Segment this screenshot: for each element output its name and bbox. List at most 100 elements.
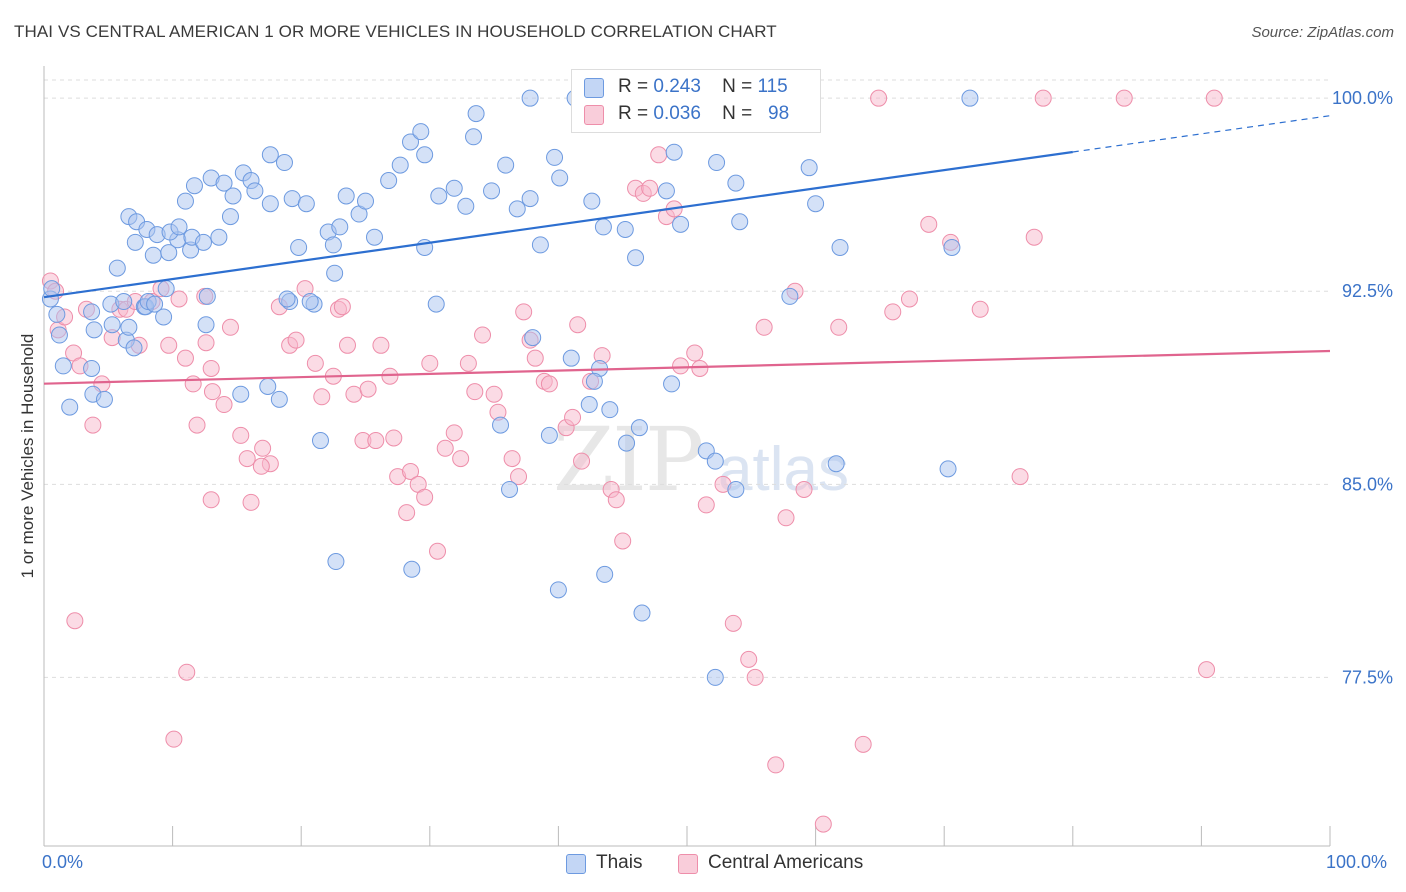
thai-point [324, 236, 342, 254]
thai-point [337, 187, 355, 205]
thai-point [197, 316, 215, 334]
thai-point [120, 318, 138, 336]
central-american-point [814, 815, 832, 833]
thai-point [601, 401, 619, 419]
central-american-point [287, 331, 305, 349]
series-legend: Thais Central Americans [0, 852, 1406, 878]
thai-point [297, 195, 315, 213]
y-tick-labels: 77.5% 85.0% 92.5% 100.0% [1332, 88, 1393, 687]
y-tick-label: 100.0% [1332, 88, 1393, 108]
axes [43, 66, 1331, 847]
central-american-point [920, 215, 938, 233]
central-american-point [1025, 228, 1043, 246]
thai-trend-line [43, 150, 1073, 299]
central-american-point [641, 179, 659, 197]
central-american-point [1198, 661, 1216, 679]
central-american-point [767, 756, 785, 774]
thai-point [708, 154, 726, 172]
central-american-point [232, 426, 250, 444]
central-american-point [1115, 89, 1133, 107]
source-credit: Source: ZipAtlas.com [1251, 24, 1394, 41]
thai-point [580, 396, 598, 414]
y-axis-label: 1 or more Vehicles in Household [18, 333, 37, 579]
central-american-points [41, 89, 1223, 833]
thai-point [391, 156, 409, 174]
central-american-point [197, 334, 215, 352]
central-american-point [459, 354, 477, 372]
thai-point [261, 195, 279, 213]
thai-point [331, 218, 349, 236]
x-tick-label-min: 0.0% [42, 852, 84, 872]
thai-point [731, 213, 749, 231]
thai-point [232, 385, 250, 403]
legend-swatch-thais [566, 854, 586, 874]
thai-point [483, 182, 501, 200]
thai-point [115, 293, 133, 311]
correlation-legend: R = 0.243 N = 115 R = 0.036 N = 98 [571, 69, 821, 133]
thai-point [430, 187, 448, 205]
thai-point [596, 565, 614, 583]
x-tick-label-max: 100.0% [1326, 852, 1388, 872]
central-american-point [564, 408, 582, 426]
central-american-point [178, 663, 196, 681]
central-american-point [306, 354, 324, 372]
thai-point [210, 228, 228, 246]
thai-point [627, 249, 645, 267]
thai-point [943, 238, 961, 256]
central-american-point [359, 380, 377, 398]
central-american-point [854, 735, 872, 753]
central-american-point [345, 385, 363, 403]
thai-point [427, 295, 445, 313]
r-label: R = [618, 76, 649, 97]
thai-point [157, 280, 175, 298]
central-american-point [398, 504, 416, 522]
central-american-point [84, 416, 102, 434]
thai-point [83, 303, 101, 321]
thai-point [831, 238, 849, 256]
central-american-point [238, 450, 256, 468]
thai-point [155, 308, 173, 326]
legend-label-central-americans: Central Americans [708, 852, 864, 873]
thai-point [283, 190, 301, 208]
thai-point [616, 220, 634, 238]
thai-point [125, 339, 143, 357]
thai-point [366, 228, 384, 246]
central-american-point [372, 336, 390, 354]
thai-point [562, 349, 580, 367]
central-american-point [884, 303, 902, 321]
central-american-point [160, 336, 178, 354]
n-value-central-americans: 98 [768, 103, 790, 124]
thai-point [85, 321, 103, 339]
thai-point [108, 259, 126, 277]
y-tick-label: 77.5% [1342, 667, 1393, 687]
thai-point [416, 146, 434, 164]
thai-point [465, 128, 483, 146]
thai-point [198, 287, 216, 305]
thai-point [800, 159, 818, 177]
central-american-point [724, 614, 742, 632]
central-american-point [485, 385, 503, 403]
thai-point [531, 236, 549, 254]
central-american-point [503, 450, 521, 468]
n-label: N = [722, 76, 753, 97]
thai-point [326, 264, 344, 282]
thai-point [275, 154, 293, 172]
central-american-point [416, 488, 434, 506]
r-label: R = [618, 103, 649, 124]
thai-point [630, 419, 648, 437]
thai-point [380, 172, 398, 190]
central-american-point [215, 396, 233, 414]
thai-points [41, 89, 979, 686]
thai-point [278, 290, 296, 308]
thai-point [585, 372, 603, 390]
thai-point [521, 89, 539, 107]
thai-point [221, 208, 239, 226]
central-american-point [176, 349, 194, 367]
central-american-point [614, 532, 632, 550]
thai-point [290, 238, 308, 256]
trend-lines [43, 115, 1331, 385]
central-american-point [202, 359, 220, 377]
thai-point [259, 377, 277, 395]
thai-point [727, 480, 745, 498]
